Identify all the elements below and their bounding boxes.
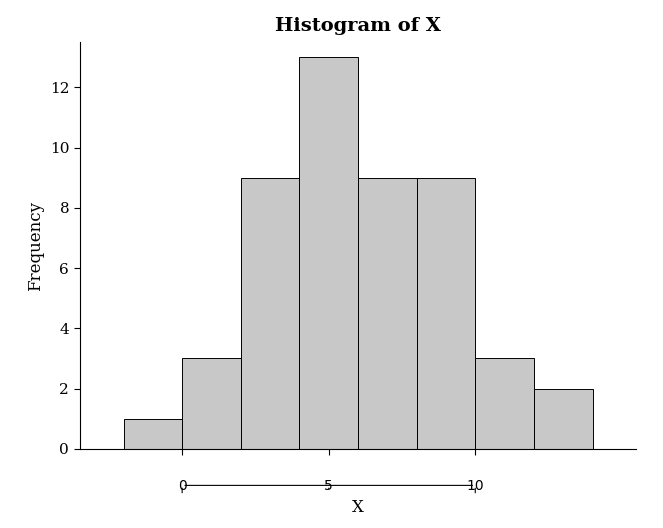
Bar [300, 58, 358, 449]
Bar [358, 178, 416, 449]
Bar [475, 359, 534, 449]
Bar [182, 359, 241, 449]
Y-axis label: Frequency: Frequency [27, 201, 44, 290]
Bar [416, 178, 475, 449]
X-axis label: X: X [352, 499, 364, 516]
Bar [534, 389, 593, 449]
Title: Histogram of X: Histogram of X [275, 17, 441, 35]
Bar [123, 419, 182, 449]
Bar [241, 178, 300, 449]
